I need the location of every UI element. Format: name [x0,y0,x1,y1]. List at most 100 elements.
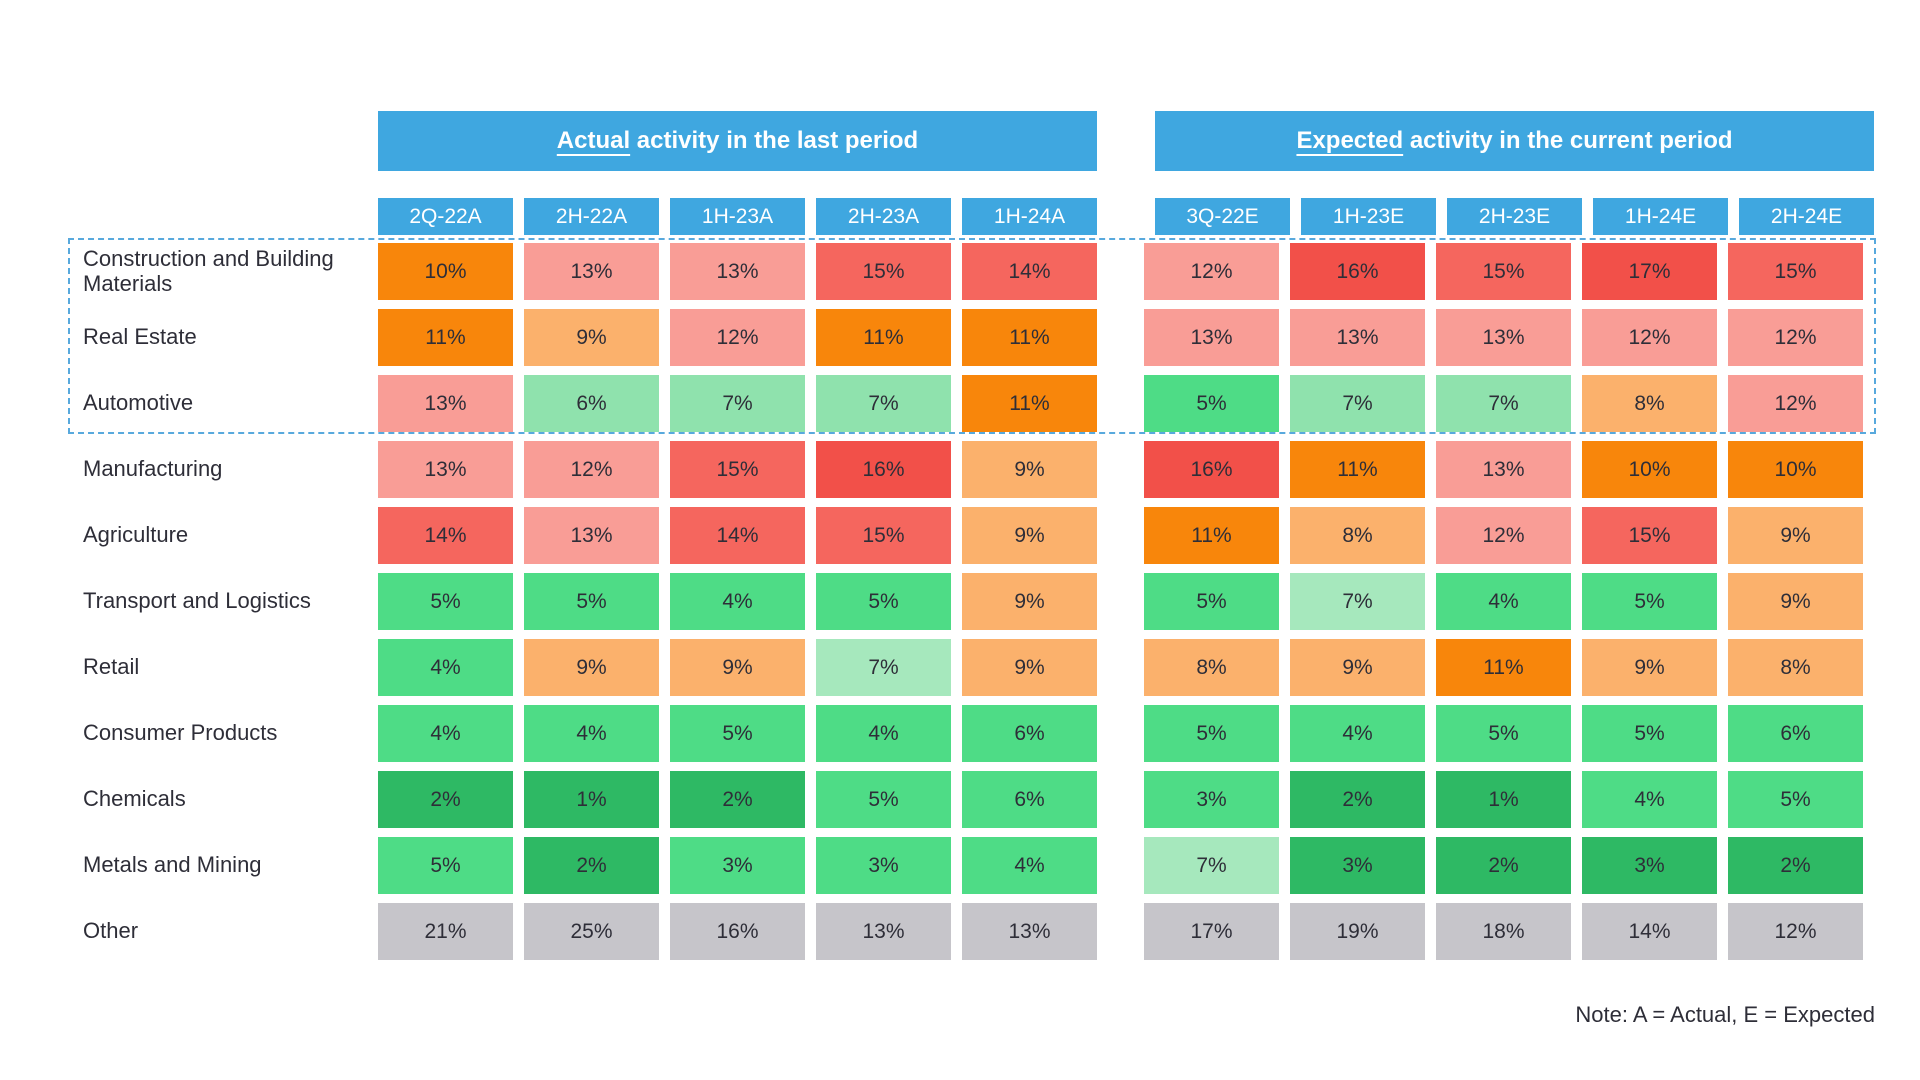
group-gap [1097,441,1144,498]
heatmap-cell: 13% [524,243,659,300]
heatmap-cell: 13% [670,243,805,300]
heatmap-cell: 9% [962,441,1097,498]
heatmap-cell: 17% [1582,243,1717,300]
actual-underlined-word: Actual [556,127,631,154]
heatmap-cell: 4% [524,705,659,762]
heatmap-cell: 18% [1436,903,1571,960]
column-header-chip: 2Q-22A [378,198,513,235]
heatmap-cell: 15% [816,507,951,564]
group-gap [1097,837,1144,894]
heatmap-cell: 15% [1582,507,1717,564]
heatmap-cell: 10% [378,243,513,300]
group-gap [1097,573,1144,630]
heatmap-cell: 14% [962,243,1097,300]
heatmap-cell: 13% [378,375,513,432]
heatmap-cell: 8% [1582,375,1717,432]
heatmap-cell: 6% [1728,705,1863,762]
column-header-chip: 1H-24E [1593,198,1728,235]
heatmap-cell: 6% [524,375,659,432]
heatmap-cell: 16% [816,441,951,498]
heatmap-cell: 9% [670,639,805,696]
heatmap-cell: 2% [1728,837,1863,894]
column-header-chip: 2H-23E [1447,198,1582,235]
heatmap-cell: 8% [1290,507,1425,564]
heatmap-cell: 4% [1290,705,1425,762]
heatmap-cell: 3% [816,837,951,894]
table-row: Agriculture 14% 13% 14% 15% 9% 11% 8% 12% 15% 9% [83,507,1863,564]
column-header-row: 2Q-22A 2H-22A 1H-23A 2H-23A 1H-24A 3Q-22E 1H-2… [378,198,1885,235]
heatmap-cell: 4% [378,639,513,696]
heatmap-cell: 5% [1144,705,1279,762]
heatmap-cell: 13% [1144,309,1279,366]
heatmap-cell: 5% [816,771,951,828]
heatmap-cell: 15% [670,441,805,498]
heatmap-cell: 16% [1290,243,1425,300]
table-row: Chemicals 2% 1% 2% 5% 6% 3% 2% 1% 4% 5% [83,771,1863,828]
heatmap-cell: 3% [1582,837,1717,894]
column-header-chip: 2H-24E [1739,198,1874,235]
row-label: Manufacturing [83,456,223,482]
heatmap-cell: 5% [378,573,513,630]
heatmap-rows: Construction and Building Materials 10% 13… [83,243,1863,969]
heatmap-cell: 12% [1582,309,1717,366]
heatmap-cell: 5% [378,837,513,894]
heatmap-cell: 11% [816,309,951,366]
heatmap-cell: 13% [816,903,951,960]
heatmap-cell: 7% [816,375,951,432]
heatmap-cell: 3% [1290,837,1425,894]
heatmap-cell: 9% [1728,573,1863,630]
row-label: Other [83,918,139,944]
heatmap-cell: 7% [816,639,951,696]
heatmap-cell: 5% [1728,771,1863,828]
heatmap-cell: 4% [378,705,513,762]
heatmap-cell: 25% [524,903,659,960]
table-row: Consumer Products 4% 4% 5% 4% 6% 5% 4% 5% 5% 6% [83,705,1863,762]
table-row: Other 21% 25% 16% 13% 13% 17% 19% 18% 14% 12% [83,903,1863,960]
heatmap-cell: 6% [962,705,1097,762]
row-label: Metals and Mining [83,852,262,878]
heatmap-cell: 12% [524,441,659,498]
heatmap-cell: 11% [962,375,1097,432]
heatmap-cell: 10% [1582,441,1717,498]
heatmap-cell: 15% [1728,243,1863,300]
table-row: Retail 4% 9% 9% 7% 9% 8% 9% 11% 9% 8% [83,639,1863,696]
group-gap [1097,243,1144,300]
heatmap-cell: 9% [962,573,1097,630]
actual-group-title: Actual activity in the last period [378,111,1097,171]
column-header-chip: 3Q-22E [1155,198,1290,235]
group-gap [1097,639,1144,696]
row-label: Construction and Building Materials [83,245,334,296]
heatmap-cell: 11% [1144,507,1279,564]
heatmap-cell: 4% [670,573,805,630]
row-label: Consumer Products [83,720,278,746]
heatmap-cell: 9% [524,639,659,696]
heatmap-cell: 7% [670,375,805,432]
expected-title-rest: activity in the current period [1403,127,1733,154]
heatmap-cell: 13% [1436,441,1571,498]
heatmap-cell: 10% [1728,441,1863,498]
heatmap-cell: 9% [962,507,1097,564]
heatmap-cell: 7% [1290,573,1425,630]
heatmap-cell: 11% [1436,639,1571,696]
heatmap-cell: 12% [670,309,805,366]
heatmap-cell: 1% [1436,771,1571,828]
heatmap-cell: 5% [1582,573,1717,630]
heatmap-cell: 16% [1144,441,1279,498]
heatmap-cell: 5% [1436,705,1571,762]
row-label: Chemicals [83,786,186,812]
table-row: Metals and Mining 5% 2% 3% 3% 4% 7% 3% 2% 3% 2% [83,837,1863,894]
heatmap-cell: 13% [1290,309,1425,366]
heatmap-cell: 7% [1144,837,1279,894]
heatmap-cell: 5% [1144,573,1279,630]
heatmap-cell: 5% [816,573,951,630]
column-header-chip: 2H-22A [524,198,659,235]
table-row: Automotive 13% 6% 7% 7% 11% 5% 7% 7% 8% 12% [83,375,1863,432]
row-label: Transport and Logistics [83,588,311,614]
column-header-chip: 1H-23E [1301,198,1436,235]
heatmap-cell: 3% [1144,771,1279,828]
heatmap-cell: 5% [1144,375,1279,432]
heatmap-cell: 12% [1728,903,1863,960]
heatmap-cell: 11% [962,309,1097,366]
heatmap-cell: 4% [1582,771,1717,828]
note-text: Note: A = Actual, E = Expected [1575,1002,1875,1027]
